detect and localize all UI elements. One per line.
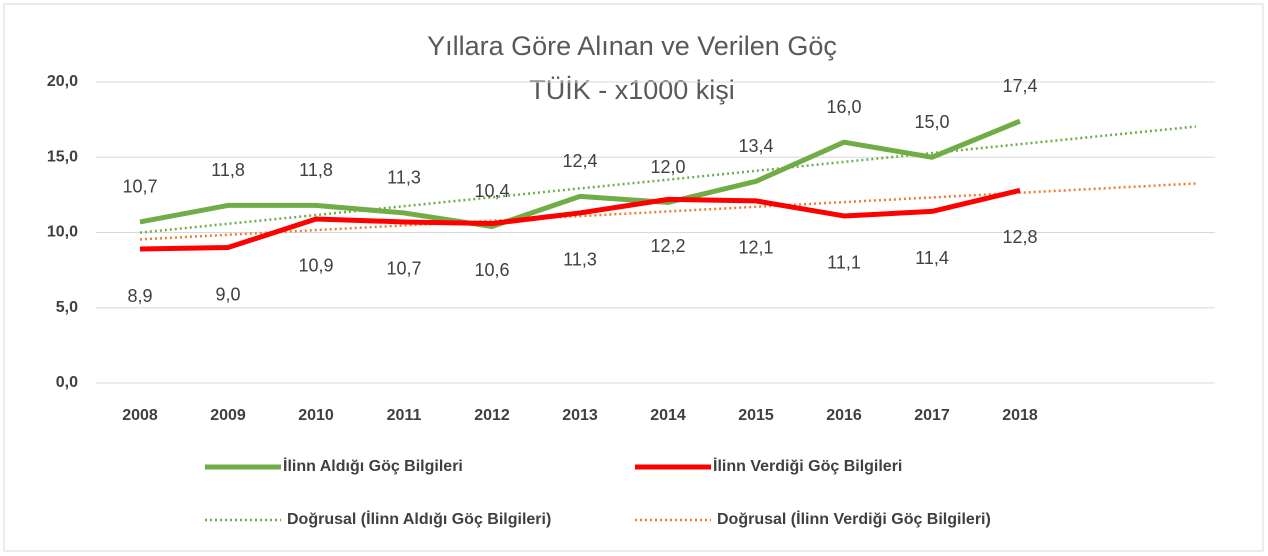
x-tick-label: 2010 — [298, 407, 334, 424]
x-tick-label: 2015 — [738, 407, 774, 424]
data-label: 10,4 — [474, 181, 509, 201]
data-label: 12,2 — [650, 236, 685, 256]
data-label: 10,9 — [298, 256, 333, 276]
data-label: 11,8 — [299, 160, 333, 180]
x-tick-label: 2012 — [474, 407, 510, 424]
data-label: 10,6 — [474, 260, 509, 280]
data-label: 8,9 — [127, 286, 152, 306]
data-label: 12,8 — [1002, 227, 1037, 247]
y-tick-label: 5,0 — [56, 299, 78, 316]
data-label: 12,1 — [738, 238, 773, 258]
data-label: 11,3 — [387, 168, 421, 188]
x-tick-label: 2018 — [1002, 407, 1038, 424]
series-line — [139, 125, 1197, 234]
x-tick-label: 2013 — [562, 407, 598, 424]
data-label: 11,1 — [827, 253, 861, 273]
y-tick-label: 20,0 — [47, 73, 78, 90]
series-line — [139, 118, 1021, 229]
legend-label: İlinn Verdiği Göç Bilgileri — [713, 457, 902, 475]
y-tick-label: 15,0 — [47, 148, 78, 165]
legend-label: Doğrusal (İlinn Verdiği Göç Bilgileri) — [717, 510, 991, 528]
x-tick-label: 2008 — [122, 407, 158, 424]
x-tick-label: 2009 — [210, 407, 246, 424]
legend-label: Doğrusal (İlinn Aldığı Göç Bilgileri) — [287, 510, 551, 528]
x-tick-label: 2017 — [914, 407, 950, 424]
chart-title: Yıllara Göre Alınan ve Verilen Göç — [427, 31, 837, 61]
data-label: 11,8 — [211, 160, 245, 180]
data-label: 11,4 — [915, 248, 949, 268]
chart-border — [3, 3, 1264, 552]
x-tick-label: 2011 — [387, 407, 422, 424]
data-label: 12,0 — [650, 157, 685, 177]
y-tick-label: 10,0 — [47, 224, 78, 241]
data-label: 12,4 — [562, 151, 597, 171]
x-tick-label: 2016 — [826, 407, 862, 424]
data-label: 15,0 — [914, 112, 949, 132]
y-tick-label: 0,0 — [56, 374, 78, 391]
data-label: 13,4 — [738, 136, 773, 156]
data-label: 9,0 — [215, 284, 240, 304]
data-label: 17,4 — [1002, 76, 1037, 96]
data-label: 16,0 — [826, 97, 861, 117]
x-tick-label: 2014 — [650, 407, 686, 424]
chart-subtitle: TÜİK - x1000 kişi — [529, 74, 735, 105]
data-label: 10,7 — [122, 177, 157, 197]
data-label: 11,3 — [563, 250, 597, 270]
legend-label: İlinn Aldığı Göç Bilgileri — [283, 457, 463, 475]
series-line — [139, 187, 1021, 252]
data-label: 10,7 — [386, 259, 421, 279]
